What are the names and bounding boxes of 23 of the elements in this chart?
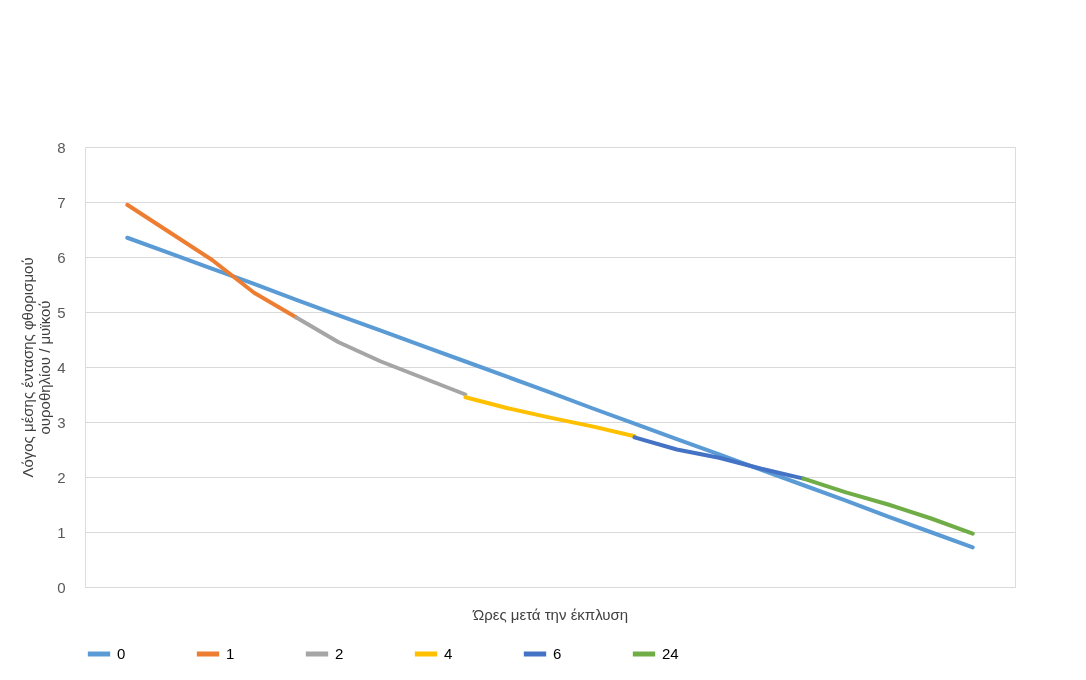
x-axis-title: Ώρες μετά την έκπλυση	[471, 605, 629, 623]
y-tick-label: 7	[57, 193, 66, 211]
legend-label: 6	[553, 645, 562, 662]
y-tick-label: 0	[57, 578, 66, 596]
y-tick-label: 8	[57, 138, 66, 156]
legend-label: 4	[444, 645, 453, 662]
y-tick-label: 1	[57, 523, 66, 541]
y-tick-label: 5	[57, 303, 66, 321]
y-tick-label: 6	[57, 248, 66, 266]
y-axis-title: Λόγος μέσης έντασης φθορισμού ουροθηλίου / μυϊκού	[19, 257, 54, 478]
line-series	[125, 235, 975, 550]
legend-label: 0	[117, 645, 126, 662]
y-tick-label: 4	[57, 358, 66, 376]
legend-label: 24	[662, 645, 679, 662]
line-series	[294, 315, 468, 397]
legend-label: 2	[335, 645, 344, 662]
y-tick-label: 2	[57, 468, 66, 486]
y-tick-label: 3	[57, 413, 66, 431]
line-series	[125, 202, 299, 320]
line-series	[463, 395, 637, 439]
line-series	[632, 435, 806, 481]
legend-label: 1	[226, 645, 235, 662]
line-series	[801, 476, 975, 536]
